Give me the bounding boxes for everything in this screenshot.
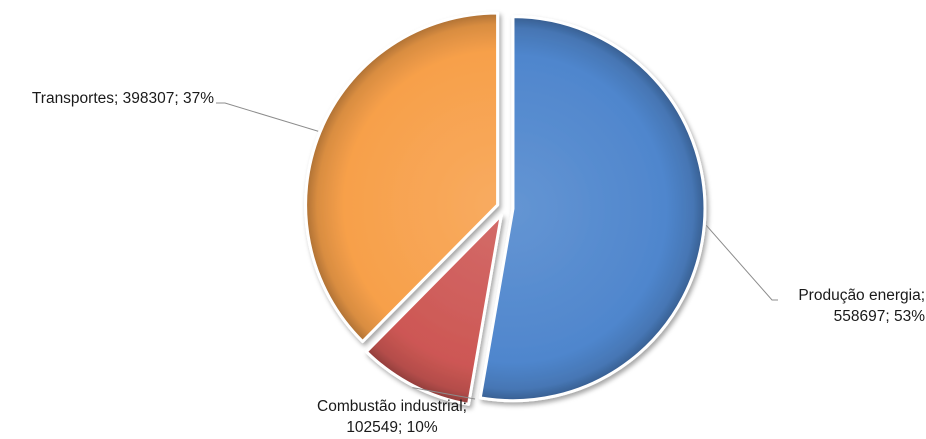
pie-slice-3	[304, 11, 500, 344]
pie-slice-2	[364, 213, 503, 406]
leader-line-3	[216, 102, 319, 132]
leader-line-2	[412, 387, 476, 400]
data-label-line: 102549; 10%	[346, 419, 438, 436]
pie-slice-1	[478, 15, 707, 403]
data-labels-layer: Produção energia; 558697; 53% Combustão in…	[32, 90, 925, 436]
data-label-3: Transportes; 398307; 37%	[32, 90, 214, 107]
data-label-line: 558697; 53%	[834, 308, 926, 325]
data-label-2: Combustão industrial; 102549; 10%	[317, 398, 467, 436]
leader-line-1	[705, 224, 778, 301]
data-label-line: Produção energia;	[798, 287, 925, 304]
leader-lines-layer	[216, 102, 778, 400]
slices-layer	[304, 11, 707, 406]
data-label-line: Combustão industrial;	[317, 398, 467, 415]
data-label-line: Transportes; 398307; 37%	[32, 90, 214, 107]
data-label-1: Produção energia; 558697; 53%	[798, 287, 925, 325]
